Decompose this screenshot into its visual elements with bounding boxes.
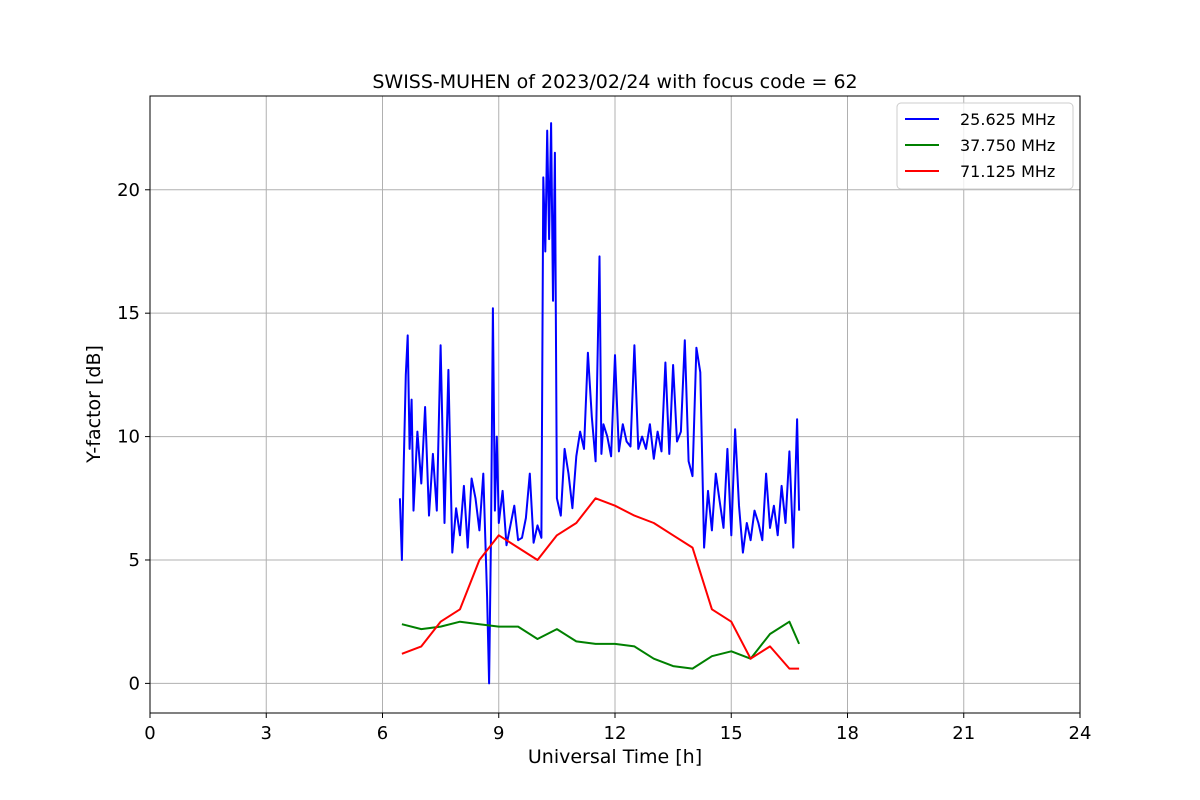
- y-tick-label: 5: [129, 550, 140, 571]
- x-tick-label: 15: [720, 723, 743, 744]
- y-tick-label: 20: [117, 180, 140, 201]
- legend-entry-1: 37.750 MHz: [960, 136, 1055, 155]
- y-tick-label: 10: [117, 427, 140, 448]
- x-tick-label: 18: [836, 723, 859, 744]
- grid: [149, 96, 1081, 713]
- x-tick-label: 21: [952, 723, 975, 744]
- x-axis-label: Universal Time [h]: [528, 746, 702, 768]
- legend: 25.625 MHz 37.750 MHz 71.125 MHz: [896, 102, 1074, 190]
- y-tick-label: 0: [129, 673, 140, 694]
- chart-title: SWISS-MUHEN of 2023/02/24 with focus cod…: [372, 71, 857, 93]
- x-tick-label: 6: [377, 723, 388, 744]
- x-tick-label: 9: [493, 723, 504, 744]
- y-axis-label: Y-factor [dB]: [83, 345, 105, 464]
- x-tick-label: 0: [144, 723, 155, 744]
- x-tick-label: 24: [1069, 723, 1092, 744]
- legend-box: [896, 102, 1074, 190]
- series-line-2: [401, 497, 800, 670]
- series-line-1: [401, 620, 801, 670]
- series-line-0: [398, 122, 801, 685]
- y-tick-label: 15: [117, 303, 140, 324]
- x-tick-label: 3: [261, 723, 272, 744]
- y-ticks: 0 5 10 15 20: [117, 180, 150, 694]
- x-ticks: 0 3 6 9 12 15 18 21 24: [144, 713, 1091, 744]
- x-tick-label: 12: [604, 723, 627, 744]
- legend-entry-2: 71.125 MHz: [960, 162, 1055, 181]
- series-layer: [398, 122, 801, 685]
- legend-entry-0: 25.625 MHz: [960, 110, 1055, 129]
